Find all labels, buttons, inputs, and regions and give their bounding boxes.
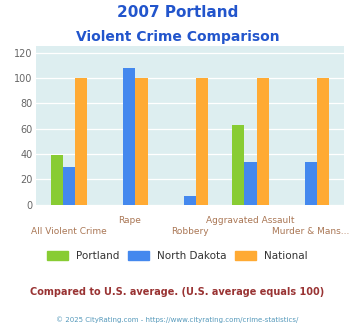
Bar (245, 161, 257, 205)
Bar (232, 125, 245, 205)
Text: Murder & Mans...: Murder & Mans... (272, 227, 350, 236)
Bar (305, 161, 317, 205)
Bar (135, 78, 148, 205)
Text: Aggravated Assault: Aggravated Assault (206, 216, 295, 225)
Text: Compared to U.S. average. (U.S. average equals 100): Compared to U.S. average. (U.S. average … (31, 287, 324, 297)
Text: Rape: Rape (118, 216, 141, 225)
Bar (51, 155, 63, 205)
Text: 2007 Portland: 2007 Portland (117, 5, 238, 20)
Bar (184, 196, 196, 205)
Bar (123, 68, 135, 205)
Text: Robbery: Robbery (171, 227, 209, 236)
Text: © 2025 CityRating.com - https://www.cityrating.com/crime-statistics/: © 2025 CityRating.com - https://www.city… (56, 317, 299, 323)
Bar (317, 78, 329, 205)
Bar (63, 167, 75, 205)
Text: Violent Crime Comparison: Violent Crime Comparison (76, 30, 279, 44)
Bar (196, 78, 208, 205)
Text: All Violent Crime: All Violent Crime (31, 227, 107, 236)
Bar (257, 78, 269, 205)
Legend: Portland, North Dakota, National: Portland, North Dakota, National (47, 251, 308, 261)
Bar (75, 78, 87, 205)
